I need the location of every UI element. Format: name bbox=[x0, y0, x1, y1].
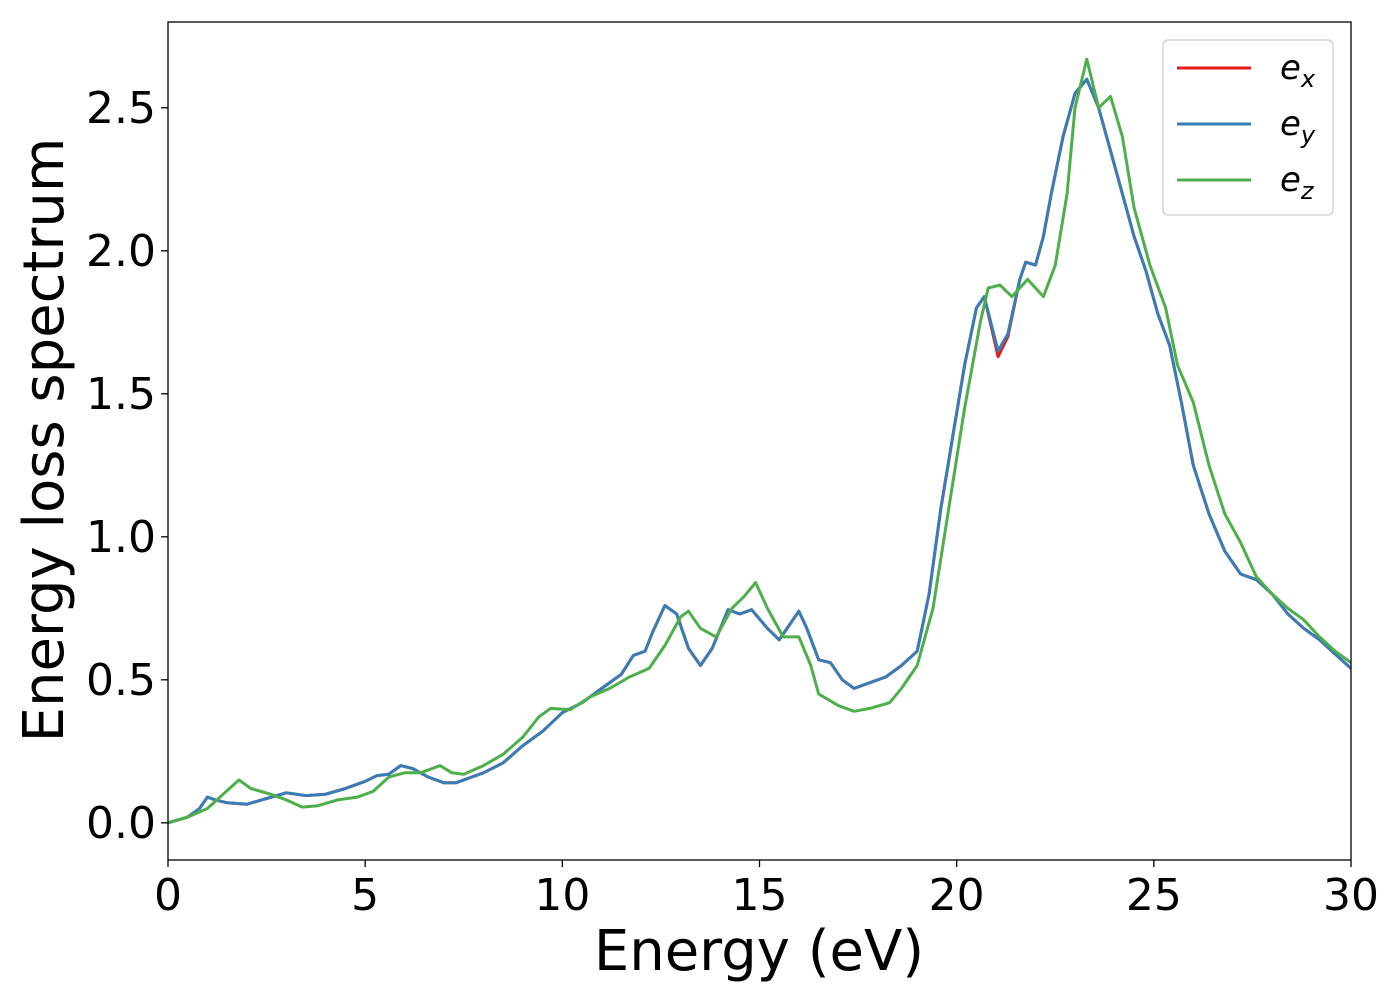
legend: ex ey ez bbox=[1162, 39, 1334, 216]
y-axis-label: Energy loss spectrum bbox=[12, 138, 77, 743]
legend-box bbox=[1162, 39, 1334, 216]
y-tick-label: 2.0 bbox=[86, 226, 156, 277]
x-axis-label: Energy (eV) bbox=[594, 919, 924, 984]
x-tick-label: 30 bbox=[1323, 870, 1379, 921]
x-tick-label: 25 bbox=[1126, 870, 1182, 921]
y-tick-label: 1.0 bbox=[86, 512, 156, 563]
axes-layer: 0 5 10 15 20 25 30 0.0 0.5 1.0 1.5 2.0 2.5 bbox=[86, 21, 1379, 921]
x-tick-label: 5 bbox=[351, 870, 379, 921]
x-tick-label: 0 bbox=[154, 870, 182, 921]
y-tick-label: 2.5 bbox=[86, 83, 156, 134]
x-tick-label: 10 bbox=[534, 870, 590, 921]
x-tick-label: 20 bbox=[929, 870, 985, 921]
series-layer bbox=[168, 57, 1351, 825]
legend-label-y: ey bbox=[1280, 104, 1316, 149]
legend-label-z: ez bbox=[1280, 160, 1315, 205]
y-tick-label: 0.5 bbox=[86, 655, 156, 706]
series-line-y bbox=[168, 77, 1351, 825]
series-line-z bbox=[168, 57, 1351, 825]
x-tick-label: 15 bbox=[732, 870, 788, 921]
y-tick-label: 0.0 bbox=[86, 798, 156, 849]
y-tick-label: 1.5 bbox=[86, 369, 156, 420]
legend-label-x: ex bbox=[1280, 48, 1316, 93]
